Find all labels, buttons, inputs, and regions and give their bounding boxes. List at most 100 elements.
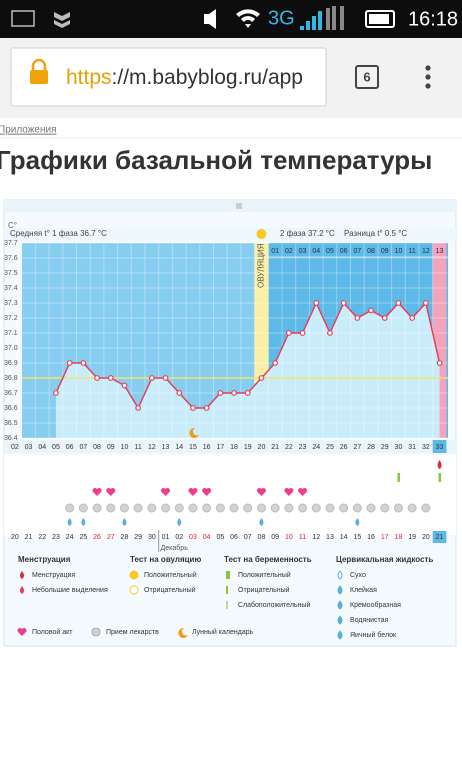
current-date xyxy=(432,531,447,543)
tab-count: 6 xyxy=(363,69,370,84)
phase2-day: 04 xyxy=(312,248,320,255)
cycle-day: 08 xyxy=(93,444,101,451)
legend-item: Водянистая xyxy=(350,617,389,624)
temperature-point xyxy=(190,405,196,411)
date: 28 xyxy=(121,534,129,541)
cycle-day: 15 xyxy=(189,444,197,451)
cycle-day: 19 xyxy=(244,444,252,451)
cycle-day: 24 xyxy=(312,444,320,451)
lock-icon xyxy=(30,70,48,84)
temperature-point xyxy=(313,300,320,306)
heart-icon xyxy=(284,488,294,496)
legend-symbol xyxy=(337,615,343,625)
pill-icon xyxy=(298,503,308,513)
legend-item: Отрицательный xyxy=(144,586,196,594)
legend-item: Положительный xyxy=(144,571,197,579)
battery-icon xyxy=(365,10,395,28)
y-tick-label: 37.7 xyxy=(4,240,18,247)
heart-icon xyxy=(188,488,198,496)
temperature-point xyxy=(258,375,265,381)
cycle-day: 09 xyxy=(107,444,115,451)
pregnancy-test xyxy=(438,473,442,482)
cervical-icon xyxy=(259,518,264,526)
date: 20 xyxy=(11,534,19,541)
temperature-point xyxy=(285,330,292,336)
cycle-day: 25 xyxy=(326,444,334,451)
cycle-day: 16 xyxy=(203,444,211,451)
pill-icon xyxy=(161,503,171,513)
battery-level xyxy=(369,14,389,24)
pregnancy-test xyxy=(397,473,400,482)
heart-icon xyxy=(92,488,102,496)
legend-symbol xyxy=(226,601,228,609)
tabs-button[interactable] xyxy=(355,65,379,89)
y-tick-label: 36.4 xyxy=(4,435,18,442)
legend-symbol xyxy=(337,585,343,595)
date: 29 xyxy=(134,534,142,541)
legend-heading: Тест на беременность xyxy=(224,555,312,564)
header-row xyxy=(4,228,456,241)
temperature-point xyxy=(327,330,333,336)
legend-heading: Тест на овуляцию xyxy=(130,555,201,564)
legend-symbol xyxy=(20,586,24,594)
cycle-day: 30 xyxy=(395,444,403,451)
page-title: Графики базальной температуры xyxy=(0,145,432,175)
cycle-day: 17 xyxy=(216,444,224,451)
pill-icon xyxy=(188,503,198,513)
temperature-point xyxy=(368,307,374,314)
date: 10 xyxy=(285,534,293,541)
temperature-point xyxy=(381,315,388,321)
temperature-point xyxy=(395,300,402,306)
url: https://m.babyblog.ru/app xyxy=(66,66,303,89)
ovulation-sun xyxy=(256,229,267,239)
pill-icon xyxy=(133,503,143,513)
legend-item: Яичный белок xyxy=(350,631,397,639)
lock-shackle xyxy=(31,58,47,70)
y-tick-label: 37.0 xyxy=(4,345,18,352)
temperature-point xyxy=(409,315,416,321)
temperature-point xyxy=(299,330,306,336)
network-type: 3G xyxy=(268,7,295,29)
date: 25 xyxy=(79,534,87,541)
date: 15 xyxy=(353,534,361,541)
temperature-area xyxy=(55,303,440,438)
url-bar[interactable] xyxy=(10,47,327,107)
legend-item: Слабоположительный xyxy=(238,601,310,609)
temperature-point xyxy=(244,390,251,396)
heart-icon xyxy=(256,488,266,496)
date: 23 xyxy=(52,534,60,541)
date: 24 xyxy=(66,534,74,541)
date: 06 xyxy=(230,534,238,541)
bleeding-icon xyxy=(437,460,442,469)
chart: Средняя t° 1 фаза 36.7 °C 2 фаза 37.2 °C Р… xyxy=(4,221,456,640)
date: 08 xyxy=(258,534,266,541)
date: 07 xyxy=(244,534,252,541)
temperature-point xyxy=(107,375,114,381)
breadcrumb[interactable]: Приложения xyxy=(0,125,57,136)
legend-item: Положительный xyxy=(238,571,291,579)
app-icon xyxy=(54,12,70,28)
date: 26 xyxy=(93,534,101,541)
pill-icon xyxy=(147,503,157,513)
legend-symbol xyxy=(337,630,343,640)
legend-symbol xyxy=(17,628,27,636)
phase2-day: 13 xyxy=(436,248,444,255)
cycle-day: 11 xyxy=(135,444,142,451)
cycle-day: 32 xyxy=(422,444,430,451)
date: 03 xyxy=(189,534,197,541)
notification-icon xyxy=(11,10,35,27)
y-unit: C° xyxy=(8,221,17,230)
cycle-day: 12 xyxy=(148,444,156,451)
scroll-handle[interactable] xyxy=(236,203,242,209)
legend-item: Клейкая xyxy=(350,586,377,594)
menu-button[interactable] xyxy=(425,65,431,89)
temperature-point xyxy=(162,375,169,381)
legend-item: Прием лекарств xyxy=(106,629,159,636)
temperature-point xyxy=(121,382,128,389)
y-tick-label: 36.5 xyxy=(4,420,18,427)
pill-icon xyxy=(229,503,239,513)
temperature-point xyxy=(436,360,443,366)
heart-icon xyxy=(298,488,308,496)
cycle-day: 28 xyxy=(367,444,375,451)
date: 19 xyxy=(408,534,416,541)
